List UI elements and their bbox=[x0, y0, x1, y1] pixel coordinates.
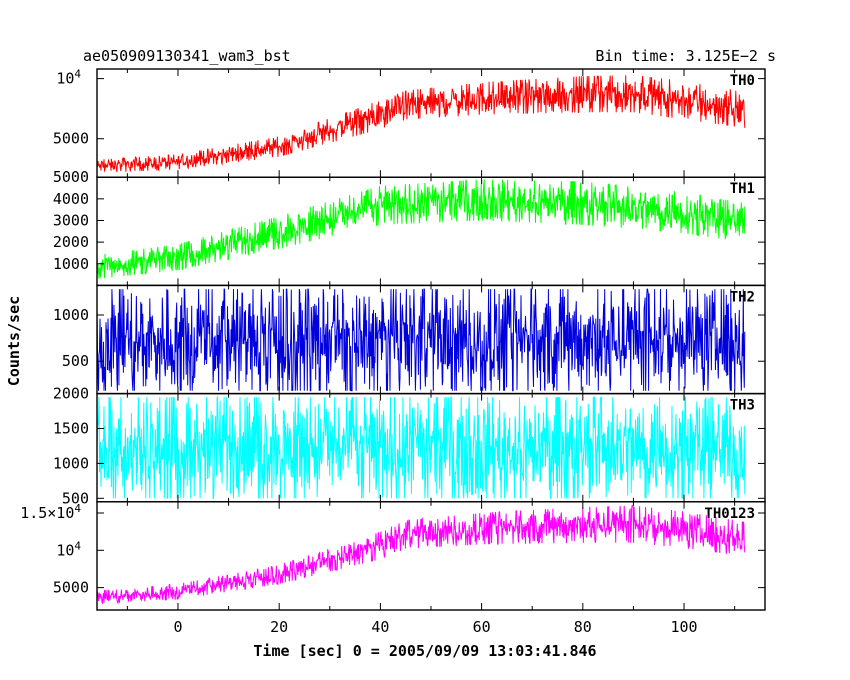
panel-th1: 5000 4000 3000 2000 1000 TH1 bbox=[53, 168, 766, 287]
y-tick-label: 4000 bbox=[53, 190, 89, 208]
x-axis: 0 20 40 60 80 100 bbox=[173, 618, 697, 636]
series-th2 bbox=[96, 288, 746, 392]
y-tick-label: 1500 bbox=[53, 420, 89, 438]
x-tick-label: 40 bbox=[371, 618, 389, 636]
panel-label: TH0123 bbox=[704, 506, 755, 522]
y-tick-label: 104 bbox=[56, 68, 81, 88]
panel-th2: 1000 500 TH2 bbox=[53, 284, 766, 395]
panel-label: TH0 bbox=[730, 73, 755, 89]
panel-th3: 2000 1500 1000 500 TH3 bbox=[53, 385, 766, 507]
y-tick-label: 1000 bbox=[53, 454, 89, 472]
series-th1 bbox=[96, 179, 746, 279]
y-tick-label: 5000 bbox=[53, 130, 89, 148]
bin-time-label: Bin time: 3.125E−2 s bbox=[595, 47, 776, 65]
panel-th0: 104 5000 TH0 bbox=[53, 68, 766, 178]
panel-frame bbox=[96, 176, 766, 287]
y-tick-label: 5000 bbox=[53, 168, 89, 186]
panel-label: TH2 bbox=[730, 289, 755, 305]
panel-th0123: 1.5×104 104 5000 TH0123 bbox=[20, 501, 766, 611]
y-tick-label: 2000 bbox=[53, 385, 89, 403]
series-th3 bbox=[96, 395, 746, 499]
series-th0 bbox=[96, 75, 746, 173]
x-tick-label: 100 bbox=[670, 618, 697, 636]
chart-title: ae050909130341_wam3_bst bbox=[83, 47, 291, 65]
x-tick-label: 20 bbox=[270, 618, 288, 636]
y-tick-label: 500 bbox=[62, 352, 89, 370]
y-tick-label: 500 bbox=[62, 489, 89, 507]
x-tick-label: 80 bbox=[574, 618, 592, 636]
y-tick-label: 104 bbox=[56, 539, 81, 559]
y-axis-label: Counts/sec bbox=[5, 296, 23, 386]
x-axis-label: Time [sec] 0 = 2005/09/09 13:03:41.846 bbox=[253, 642, 596, 660]
y-tick-label: 1000 bbox=[53, 306, 89, 324]
x-tick-label: 0 bbox=[173, 618, 182, 636]
panels-group: 1045000TH050004000300020001000TH11000500… bbox=[20, 68, 766, 611]
y-tick-label: 1000 bbox=[53, 255, 89, 273]
y-tick-label: 2000 bbox=[53, 233, 89, 251]
panel-label: TH1 bbox=[730, 181, 755, 197]
y-tick-label: 1.5×104 bbox=[20, 502, 81, 522]
series-th0123 bbox=[96, 505, 746, 605]
y-tick-label: 5000 bbox=[53, 579, 89, 597]
x-tick-label: 60 bbox=[473, 618, 491, 636]
y-tick-label: 3000 bbox=[53, 211, 89, 229]
panel-label: TH3 bbox=[730, 398, 755, 414]
panel-frame bbox=[96, 501, 766, 611]
